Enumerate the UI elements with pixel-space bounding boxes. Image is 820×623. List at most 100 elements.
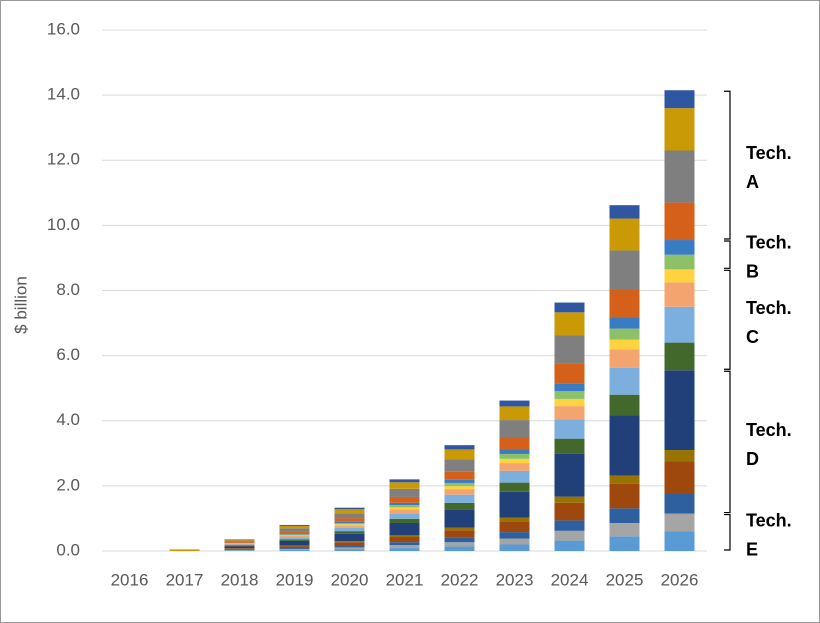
bar-segment <box>279 533 310 535</box>
bar-segment <box>664 342 695 371</box>
bar-segment <box>334 518 365 522</box>
bar-segment <box>554 312 585 336</box>
bar-segment <box>334 521 365 523</box>
x-tick-label: 2016 <box>111 570 149 589</box>
bar-segment <box>609 289 640 318</box>
bar-segment <box>444 530 475 538</box>
bar-segment <box>279 534 310 536</box>
bar-segment <box>334 524 365 526</box>
bar-segment <box>444 482 475 487</box>
bar-segment <box>169 549 200 551</box>
bar-segment <box>664 494 695 514</box>
bar-segment <box>224 544 255 546</box>
bar-segment <box>224 550 255 551</box>
bar-segment <box>279 545 310 547</box>
bar-segment <box>499 470 530 483</box>
bar-segment <box>444 502 475 510</box>
bar-segment <box>334 549 365 551</box>
bar-segment <box>389 522 420 536</box>
annotation: Tech. A <box>746 143 792 192</box>
bar-segment <box>664 150 695 203</box>
bar-segment <box>554 530 585 541</box>
bar-segment <box>664 461 695 495</box>
bar-segment <box>664 108 695 151</box>
bar-segment <box>554 406 585 420</box>
bar-segment <box>609 349 640 368</box>
bar-segment <box>334 513 365 519</box>
x-tick-label: 2024 <box>551 570 589 589</box>
bar-segment <box>389 479 420 483</box>
bar-segment <box>664 282 695 307</box>
bar-segment <box>609 218 640 251</box>
bar-segment <box>609 339 640 350</box>
bar-segment <box>279 539 310 541</box>
bar-segment <box>664 370 695 451</box>
bar-segment <box>279 546 310 549</box>
bar-segment <box>334 531 365 534</box>
x-tick-label: 2023 <box>496 570 534 589</box>
y-tick-label: 10.0 <box>47 215 80 234</box>
bar-segment <box>444 537 475 543</box>
bar-segment <box>554 496 585 503</box>
bar-segment <box>224 549 255 551</box>
bar-segment <box>664 513 695 532</box>
bar-segment <box>334 542 365 546</box>
bar-segment <box>224 540 255 542</box>
bar-segment <box>279 525 310 529</box>
bar-segment <box>444 494 475 503</box>
annotation: Tech. B <box>746 232 792 281</box>
bar-segment <box>499 437 530 450</box>
bar-segment <box>444 546 475 551</box>
bar-segment <box>499 521 530 533</box>
bar-segment <box>279 550 310 551</box>
bar-segment <box>389 502 420 506</box>
bar-segment <box>444 449 475 460</box>
bar-segment <box>224 548 255 550</box>
bar-segment <box>554 520 585 531</box>
bar-segment <box>554 453 585 497</box>
bar-segment <box>609 394 640 416</box>
bar-segment <box>554 540 585 551</box>
bar-segment <box>554 302 585 313</box>
bar-segment <box>609 205 640 219</box>
bar-segment <box>279 540 310 546</box>
bar-segment <box>499 400 530 407</box>
bar-segment <box>334 545 365 548</box>
y-tick-label: 2.0 <box>56 475 80 494</box>
x-tick-label: 2022 <box>441 570 479 589</box>
bar-segment <box>224 541 255 543</box>
bar-segment <box>389 482 420 489</box>
y-tick-label: 6.0 <box>56 345 80 364</box>
bar-segment <box>389 542 420 546</box>
y-axis-label: $ billion <box>11 276 30 334</box>
bar-segment <box>664 202 695 241</box>
bar-segment <box>334 507 365 510</box>
bar-segment <box>499 453 530 459</box>
bar-segment <box>389 536 420 543</box>
bar-segment <box>444 489 475 495</box>
bar-segment <box>389 488 420 497</box>
bracket <box>724 269 731 370</box>
bar-segment <box>664 306 695 343</box>
bar-segment <box>389 518 420 523</box>
y-tick-label: 4.0 <box>56 410 80 429</box>
x-tick-label: 2017 <box>166 570 204 589</box>
bar-segment <box>279 536 310 538</box>
annotation: Tech. C <box>746 298 792 347</box>
bar-segment <box>609 475 640 484</box>
bar-segment <box>334 525 365 528</box>
bar-segment <box>609 522 640 537</box>
bar-segment <box>664 450 695 462</box>
bar-segment <box>279 524 310 526</box>
x-tick-label: 2026 <box>661 570 699 589</box>
bar-segment <box>334 533 365 542</box>
bar-segment <box>444 486 475 490</box>
bar-segment <box>444 527 475 531</box>
bar-segment <box>554 502 585 521</box>
bar-segment <box>499 463 530 471</box>
bar-segment <box>609 415 640 476</box>
bar-segment <box>499 420 530 438</box>
bar-segment <box>609 317 640 329</box>
bar-segment <box>334 522 365 525</box>
